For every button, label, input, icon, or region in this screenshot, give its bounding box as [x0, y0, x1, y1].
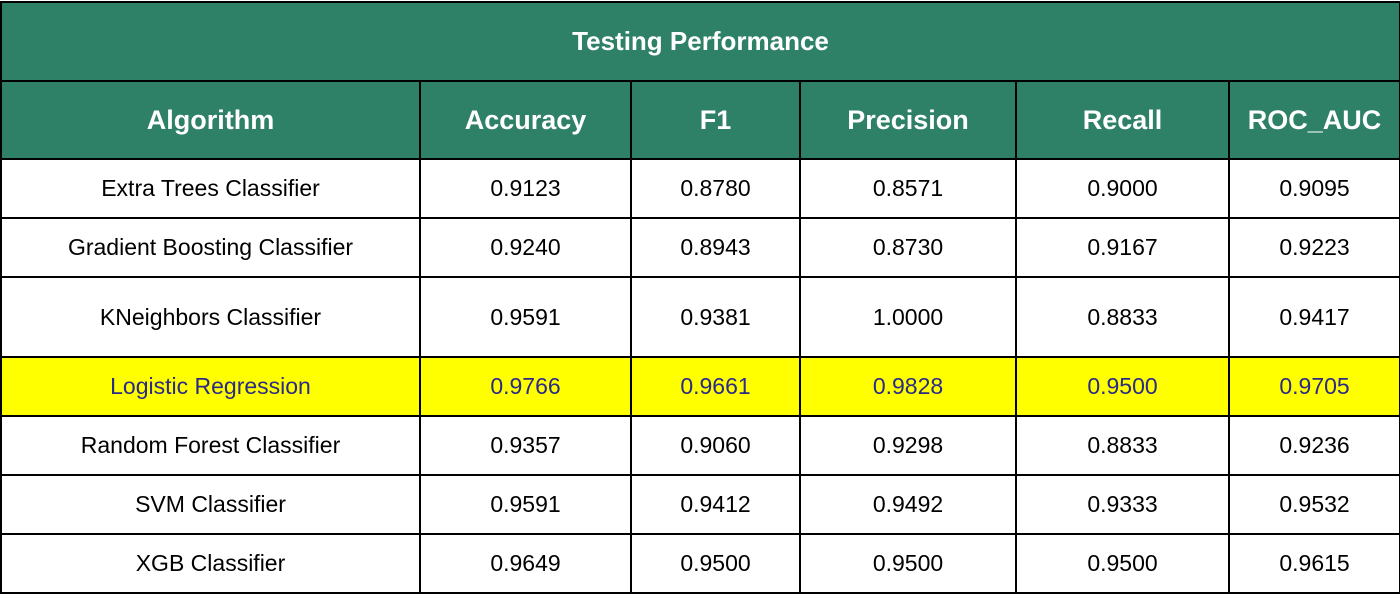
testing-performance-table: Testing Performance Algorithm Accuracy F…	[0, 1, 1400, 594]
algorithm-cell: Extra Trees Classifier	[0, 158, 421, 219]
accuracy-cell: 0.9123	[419, 158, 632, 219]
f1-cell: 0.9661	[630, 356, 801, 417]
accuracy-cell: 0.9766	[419, 356, 632, 417]
accuracy-cell: 0.9649	[419, 533, 632, 594]
precision-cell: 0.8730	[799, 217, 1017, 278]
recall-cell: 0.8833	[1015, 415, 1230, 476]
recall-cell: 0.9500	[1015, 533, 1230, 594]
precision-cell: 0.9298	[799, 415, 1017, 476]
roc-auc-cell: 0.9705	[1227, 356, 1400, 417]
table-row: KNeighbors Classifier 0.9591 0.9381 1.00…	[0, 276, 1400, 358]
table-row-highlighted: Logistic Regression 0.9766 0.9661 0.9828…	[0, 356, 1400, 417]
roc-auc-cell: 0.9223	[1227, 217, 1400, 278]
table-row: SVM Classifier 0.9591 0.9412 0.9492 0.93…	[0, 474, 1400, 535]
column-header-recall: Recall	[1015, 80, 1230, 160]
roc-auc-cell: 0.9417	[1227, 276, 1400, 358]
recall-cell: 0.9500	[1015, 356, 1230, 417]
roc-auc-cell: 0.9532	[1227, 474, 1400, 535]
f1-cell: 0.9381	[630, 276, 801, 358]
f1-cell: 0.8943	[630, 217, 801, 278]
precision-cell: 0.9492	[799, 474, 1017, 535]
column-header-precision: Precision	[799, 80, 1017, 160]
algorithm-cell: KNeighbors Classifier	[0, 276, 421, 358]
recall-cell: 0.9167	[1015, 217, 1230, 278]
f1-cell: 0.9060	[630, 415, 801, 476]
column-header-algorithm: Algorithm	[0, 80, 421, 160]
algorithm-cell: Random Forest Classifier	[0, 415, 421, 476]
algorithm-cell: Gradient Boosting Classifier	[0, 217, 421, 278]
algorithm-cell: Logistic Regression	[0, 356, 421, 417]
recall-cell: 0.8833	[1015, 276, 1230, 358]
precision-cell: 0.9828	[799, 356, 1017, 417]
table-title: Testing Performance	[0, 1, 1400, 82]
accuracy-cell: 0.9240	[419, 217, 632, 278]
f1-cell: 0.8780	[630, 158, 801, 219]
accuracy-cell: 0.9357	[419, 415, 632, 476]
precision-cell: 1.0000	[799, 276, 1017, 358]
accuracy-cell: 0.9591	[419, 474, 632, 535]
column-header-row: Algorithm Accuracy F1 Precision Recall R…	[0, 80, 1400, 160]
accuracy-cell: 0.9591	[419, 276, 632, 358]
precision-cell: 0.8571	[799, 158, 1017, 219]
table-title-row: Testing Performance	[0, 1, 1400, 82]
algorithm-cell: SVM Classifier	[0, 474, 421, 535]
table-row: XGB Classifier 0.9649 0.9500 0.9500 0.95…	[0, 533, 1400, 594]
table-row: Random Forest Classifier 0.9357 0.9060 0…	[0, 415, 1400, 476]
roc-auc-cell: 0.9095	[1227, 158, 1400, 219]
roc-auc-cell: 0.9236	[1227, 415, 1400, 476]
algorithm-cell: XGB Classifier	[0, 533, 421, 594]
recall-cell: 0.9333	[1015, 474, 1230, 535]
roc-auc-cell: 0.9615	[1227, 533, 1400, 594]
column-header-accuracy: Accuracy	[419, 80, 632, 160]
f1-cell: 0.9412	[630, 474, 801, 535]
column-header-roc-auc: ROC_AUC	[1227, 80, 1400, 160]
table-row: Gradient Boosting Classifier 0.9240 0.89…	[0, 217, 1400, 278]
recall-cell: 0.9000	[1015, 158, 1230, 219]
precision-cell: 0.9500	[799, 533, 1017, 594]
column-header-f1: F1	[630, 80, 801, 160]
f1-cell: 0.9500	[630, 533, 801, 594]
table-row: Extra Trees Classifier 0.9123 0.8780 0.8…	[0, 158, 1400, 219]
